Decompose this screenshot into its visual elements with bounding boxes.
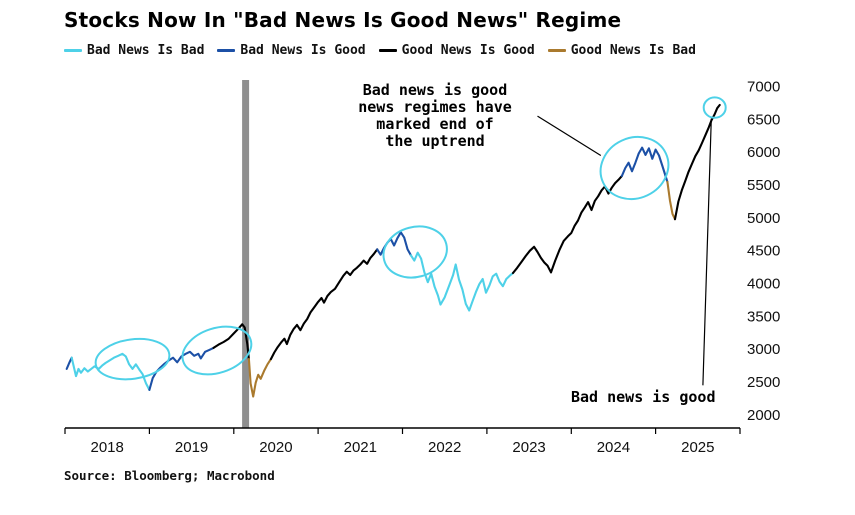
legend-line-swatch-icon xyxy=(217,49,236,52)
bad-news-is-good-annotation: Bad news is good xyxy=(571,388,716,406)
y-tick-label: 7000 xyxy=(747,79,780,96)
legend-label: Good News Is Good xyxy=(401,43,535,58)
regime-annotation-text: Bad news is good news regimes have marke… xyxy=(330,82,540,150)
highlight-ellipse xyxy=(94,337,171,381)
legend-line-swatch-icon xyxy=(64,49,82,52)
y-tick-label: 2500 xyxy=(747,374,780,391)
series-segment-good_news_is_bad xyxy=(247,358,272,398)
legend-item-bad-news-is-good: Bad News Is Good xyxy=(217,43,366,58)
series-segment-bad_news_is_good xyxy=(620,146,669,183)
callout-leader-line xyxy=(702,118,712,386)
y-tick-label: 2000 xyxy=(747,407,780,424)
y-tick-label: 3000 xyxy=(747,341,780,358)
x-tick-label: 2025 xyxy=(681,439,714,456)
y-tick-label: 4000 xyxy=(747,276,780,293)
highlight-ellipse xyxy=(599,135,670,201)
x-tick-label: 2023 xyxy=(512,439,545,456)
legend-item-good-news-is-good: Good News Is Good xyxy=(378,43,535,58)
series-segment-bad_news_is_bad xyxy=(70,352,151,391)
legend-label: Bad News Is Bad xyxy=(87,43,205,58)
y-tick-label: 6000 xyxy=(747,144,780,161)
legend-line-swatch-icon xyxy=(378,49,397,52)
series-segment-bad_news_is_bad xyxy=(409,251,515,312)
highlight-ellipse xyxy=(702,96,727,119)
x-tick-label: 2020 xyxy=(259,439,292,456)
event-band xyxy=(242,80,250,428)
legend-line-swatch-icon xyxy=(547,49,566,52)
series-segment-good_news_is_good xyxy=(673,103,721,221)
legend-label: Bad News Is Good xyxy=(240,43,366,58)
annotation-line: news regimes have xyxy=(358,98,512,116)
y-tick-label: 6500 xyxy=(747,111,780,128)
legend-label: Good News Is Bad xyxy=(570,43,696,58)
y-tick-label: 5000 xyxy=(747,210,780,227)
series-segment-bad_news_is_good xyxy=(148,346,215,391)
y-tick-label: 4500 xyxy=(747,243,780,260)
highlight-ellipse xyxy=(181,325,253,376)
source-credit: Source: Bloomberg; Macrobond xyxy=(64,468,275,483)
chart-legend: Bad News Is Bad Bad News Is Good Good Ne… xyxy=(64,43,696,58)
series-segment-good_news_is_bad xyxy=(666,180,677,221)
series-segment-good_news_is_good xyxy=(511,174,623,275)
annotation-line: marked end of xyxy=(376,115,494,133)
annotation-line: Bad news is good xyxy=(362,81,508,99)
series-segment-bad_news_is_good xyxy=(65,356,73,370)
callout-leader-line xyxy=(537,115,602,157)
series-segment-good_news_is_good xyxy=(269,248,379,361)
legend-item-good-news-is-bad: Good News Is Bad xyxy=(547,43,696,58)
series-segment-bad_news_is_good xyxy=(376,231,412,257)
highlight-ellipse xyxy=(382,225,448,279)
annotation-line: the uptrend xyxy=(385,132,485,150)
x-tick-label: 2018 xyxy=(91,439,124,456)
legend-item-bad-news-is-bad: Bad News Is Bad xyxy=(64,43,204,58)
y-tick-label: 3500 xyxy=(747,308,780,325)
chart-title: Stocks Now In "Bad News Is Good News" Re… xyxy=(64,8,622,32)
x-tick-label: 2024 xyxy=(597,439,630,456)
x-tick-label: 2019 xyxy=(175,439,208,456)
y-tick-label: 5500 xyxy=(747,177,780,194)
x-tick-label: 2021 xyxy=(344,439,377,456)
x-tick-label: 2022 xyxy=(428,439,461,456)
series-segment-good_news_is_good xyxy=(212,323,250,361)
